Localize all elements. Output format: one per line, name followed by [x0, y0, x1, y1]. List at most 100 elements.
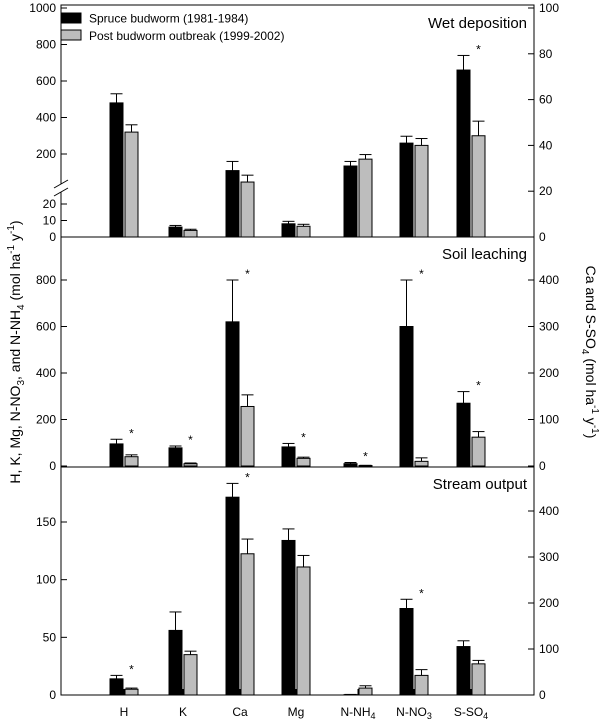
bar-p3-s1-N-NO3: [414, 674, 429, 696]
p2-right-tick-label: 300: [539, 320, 559, 334]
bar-p3-s1-Ca: [240, 553, 255, 696]
significance-marker: *: [245, 267, 250, 281]
bar-p1-s0-N-NO3: [399, 142, 414, 238]
p2-right-tick-label: 0: [539, 459, 546, 473]
p1-left-tick-label: 400: [36, 111, 56, 125]
bar-p2-s0-Ca: [225, 321, 240, 467]
axis-break-mark: [53, 179, 69, 189]
category-label-H: H: [120, 705, 129, 719]
category-label-S-SO4: S-SO4: [454, 705, 488, 721]
legend-swatch-post: [60, 29, 82, 41]
category-label-K: K: [179, 705, 187, 719]
p2-left-tick-label: 200: [36, 413, 56, 427]
bar-p1-s0-H: [109, 102, 124, 238]
bar-p3-s0-S-SO4: [456, 646, 471, 696]
p1-right-tick-label: 20: [539, 184, 553, 198]
bar-p1-s1-H: [124, 131, 139, 238]
panel-title: Stream output: [433, 476, 528, 493]
p1-right-tick-label: 0: [539, 230, 546, 244]
significance-marker: *: [476, 379, 481, 393]
significance-marker: *: [301, 430, 306, 444]
bar-p3-s1-N-NH4: [358, 687, 373, 696]
bar-p3-s0-K: [168, 629, 183, 696]
bar-p1-s1-S-SO4: [471, 135, 486, 238]
bar-p1-s1-Mg: [296, 225, 311, 238]
right-axis-label: Ca and S-SO4 (mol ha-1 y-1): [579, 266, 600, 439]
significance-marker: *: [419, 586, 424, 600]
p1-right-tick-label: 40: [539, 138, 553, 152]
bar-p3-s0-N-NO3: [399, 608, 414, 696]
significance-marker: *: [245, 470, 250, 484]
p3-left-tick-label: 150: [36, 515, 56, 529]
bar-p1-s0-N-NH4: [343, 165, 358, 238]
p3-right-tick-label: 100: [539, 642, 559, 656]
bar-p2-s0-Mg: [281, 446, 296, 467]
panel-stream-output: 0 50 100 150 0 100 200 300 400 Stream output * * *: [36, 470, 559, 702]
bar-p1-s1-N-NH4: [358, 158, 373, 238]
p1-right-tick-label: 100: [539, 1, 559, 15]
bar-p2-s0-N-NO3: [399, 326, 414, 467]
p1-left-tick-label: 600: [36, 74, 56, 88]
p1-left-tick-label: 200: [36, 147, 56, 161]
p2-right-tick-label: 200: [539, 366, 559, 380]
p2-right-tick-label: 400: [539, 273, 559, 287]
panel-title: Wet deposition: [428, 15, 527, 32]
bar-p3-s0-Mg: [281, 539, 296, 696]
p2-left-tick-label: 0: [49, 459, 56, 473]
p1-left-tick-label: 20: [43, 197, 57, 211]
bar-p3-s0-Ca: [225, 496, 240, 696]
panel-title: Soil leaching: [442, 246, 527, 263]
axis-break-gap: [57, 184, 66, 192]
p3-right-tick-label: 400: [539, 504, 559, 518]
significance-marker: *: [476, 42, 481, 56]
p1-left-tick-label: 0: [49, 230, 56, 244]
p3-left-tick-label: 50: [43, 630, 57, 644]
bar-p2-s1-Ca: [240, 405, 255, 467]
p3-right-tick-label: 200: [539, 596, 559, 610]
significance-marker: *: [419, 267, 424, 281]
p2-left-tick-label: 600: [36, 320, 56, 334]
p2-left-tick-label: 400: [36, 366, 56, 380]
panel-soil-leaching: 0 200 400 600 800 0 100 200 300 400 Soil leaching *…: [36, 246, 559, 473]
axis-break-mark: [53, 187, 69, 197]
bar-p3-s1-K: [183, 654, 198, 696]
bar-p1-s0-S-SO4: [456, 69, 471, 238]
p2-left-tick-label: 800: [36, 273, 56, 287]
bar-p2-s0-N-NH4: [343, 463, 358, 467]
bar-p2-s1-K: [183, 463, 198, 467]
bar-p1-s1-Ca: [240, 181, 255, 238]
bar-p3-s1-S-SO4: [471, 663, 486, 696]
bar-p1-s0-Ca: [225, 170, 240, 238]
legend-label-post: Post budworm outbreak (1999-2002): [89, 29, 284, 43]
p1-left-tick-label: 10: [43, 214, 57, 228]
bar-p2-s1-Mg: [296, 457, 311, 467]
p1-left-tick-label: 800: [36, 38, 56, 52]
category-label-N-NH4: N-NH4: [340, 705, 375, 721]
p1-left-tick-label: 1000: [29, 1, 56, 15]
x-axis: H K Ca Mg N-NH4 N-NO3 S-SO4: [120, 689, 488, 721]
significance-marker: *: [129, 426, 134, 440]
bar-p2-s1-S-SO4: [471, 436, 486, 467]
p3-left-tick-label: 100: [36, 573, 56, 587]
p2-right-tick-label: 100: [539, 413, 559, 427]
bar-p2-s0-K: [168, 447, 183, 467]
legend-label-spruce: Spruce budworm (1981-1984): [89, 12, 248, 26]
p3-left-tick-label: 0: [49, 688, 56, 702]
bar-p2-s0-S-SO4: [456, 402, 471, 467]
bar-p3-s1-H: [124, 688, 139, 696]
bar-p2-s1-N-NO3: [414, 460, 429, 467]
p1-right-tick-label: 60: [539, 93, 553, 107]
p3-right-tick-label: 0: [539, 688, 546, 702]
significance-marker: *: [363, 450, 368, 464]
legend-swatch-spruce: [60, 12, 82, 24]
significance-marker: *: [129, 662, 134, 676]
bar-p1-s0-K: [168, 226, 183, 238]
bar-p2-s0-H: [109, 443, 124, 467]
bar-p3-s0-H: [109, 678, 124, 696]
bar-p1-s0-Mg: [281, 223, 296, 238]
bar-p1-s1-N-NO3: [414, 144, 429, 238]
left-axis-label: H, K, Mg, N-NO3, and N-NH4 (mol ha-1 y-1…: [6, 220, 27, 483]
bar-p3-s1-Mg: [296, 566, 311, 696]
